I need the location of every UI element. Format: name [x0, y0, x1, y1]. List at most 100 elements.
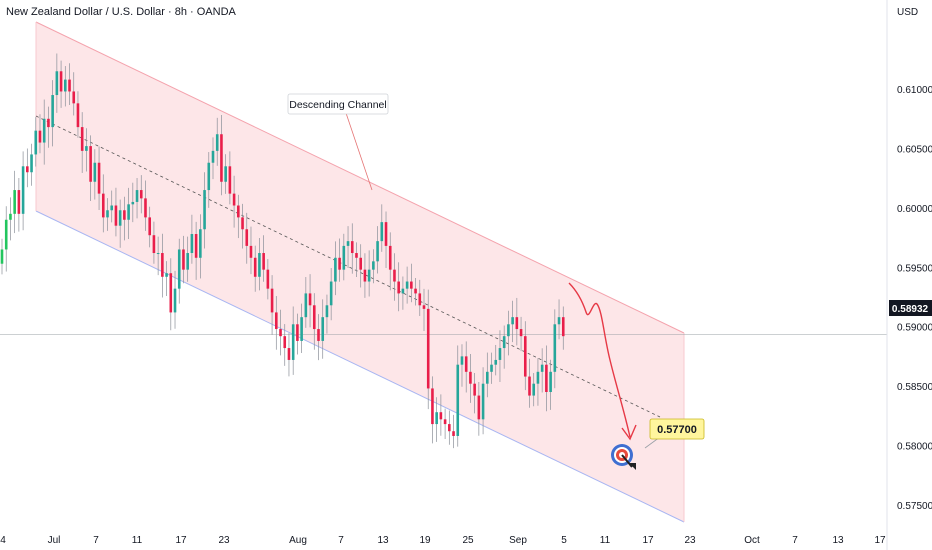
price-tick-label: 0.58000	[897, 441, 932, 452]
time-tick-label: 11	[600, 535, 611, 546]
candle-up	[186, 253, 189, 270]
candle-down	[410, 281, 413, 289]
annotation-label: Descending Channel	[289, 99, 386, 111]
candle-down	[279, 329, 282, 337]
candle-up	[106, 210, 109, 218]
candle-down	[241, 217, 244, 230]
candle-up	[135, 190, 139, 202]
candle-up	[30, 154, 33, 173]
candle-up	[334, 257, 337, 282]
candle-down	[426, 308, 430, 389]
price-tick-label: 0.60500	[897, 144, 932, 155]
projection-arrowhead-icon	[621, 424, 637, 441]
candle-down	[287, 348, 291, 360]
candle-down	[422, 305, 426, 309]
candle-down	[17, 190, 21, 214]
candle-down	[528, 376, 531, 396]
candle-up	[536, 371, 540, 384]
candle-up	[300, 317, 303, 341]
candle-down	[561, 317, 565, 337]
candle-up	[127, 204, 130, 220]
candle-down	[363, 269, 367, 282]
candle-up	[224, 166, 227, 182]
candle-down	[359, 257, 362, 270]
candle-down	[253, 257, 257, 277]
candle-up	[215, 134, 219, 151]
price-tick-label: 0.58500	[897, 382, 932, 393]
time-tick-label: 17	[642, 535, 654, 546]
projection-path	[568, 282, 631, 438]
candle-down	[139, 190, 143, 199]
candle-up	[490, 364, 493, 372]
candle-up	[346, 241, 350, 246]
candle-up	[376, 241, 379, 262]
candle-down	[169, 273, 173, 313]
candle-down	[473, 383, 476, 396]
candle-down	[350, 241, 354, 254]
candle-up	[511, 317, 514, 325]
candle-down	[232, 193, 236, 206]
candle-up	[486, 371, 489, 384]
candle-up	[325, 305, 329, 318]
candle-down	[237, 205, 240, 218]
candle-up	[211, 150, 215, 163]
candle-down	[464, 356, 468, 372]
candle-down	[312, 305, 316, 330]
candle-down	[220, 134, 223, 182]
candle-down	[519, 329, 523, 337]
candle-down	[26, 166, 29, 173]
candle-down	[283, 336, 287, 349]
candle-up	[93, 162, 97, 182]
time-tick-label: 17	[175, 535, 187, 546]
candle-up	[507, 324, 510, 337]
candle-up	[460, 356, 464, 365]
candle-up	[553, 324, 557, 372]
candle-up	[329, 281, 333, 306]
candle-up	[207, 162, 211, 191]
price-tick-label: 0.61000	[897, 85, 932, 96]
candle-up	[258, 253, 261, 277]
candle-up	[0, 249, 4, 264]
price-tick-label: 0.59000	[897, 323, 932, 334]
candle-up	[502, 336, 506, 349]
candle-up	[4, 219, 8, 250]
price-tick-label: 0.57500	[897, 501, 932, 512]
candle-up	[190, 234, 194, 254]
candle-down	[384, 222, 388, 246]
candle-up	[405, 281, 409, 289]
candle-down	[523, 336, 527, 377]
target-price-box	[649, 418, 705, 440]
candle-down	[388, 245, 392, 270]
candle-up	[203, 190, 206, 230]
current-price-tag	[889, 300, 932, 316]
candle-up	[156, 253, 160, 255]
candle-up	[13, 190, 16, 214]
candle-up	[304, 293, 308, 318]
candle-up	[118, 210, 122, 226]
time-tick-label: 17	[874, 535, 886, 546]
candle-down	[439, 412, 443, 420]
candle-up	[367, 269, 371, 282]
candle-up	[435, 412, 438, 425]
candle-down	[414, 288, 417, 294]
candle-up	[173, 288, 177, 313]
candle-up	[549, 371, 552, 393]
time-tick-label: Oct	[744, 535, 760, 546]
candle-down	[114, 205, 118, 226]
candle-down	[123, 210, 126, 220]
candle-down	[469, 371, 472, 384]
candle-up	[165, 273, 168, 277]
time-tick-label: 7	[792, 535, 798, 546]
candle-down	[452, 431, 455, 436]
candle-down	[228, 166, 232, 194]
candle-down	[80, 127, 84, 151]
candle-down	[182, 249, 185, 270]
candle-down	[418, 293, 422, 306]
candle-down	[245, 229, 249, 246]
candle-down	[47, 118, 50, 128]
time-tick-label: Sep	[509, 535, 527, 546]
candle-up	[42, 118, 46, 143]
channel-upper-line	[35, 21, 685, 334]
time-tick-label: 13	[377, 535, 389, 546]
candle-up	[51, 95, 54, 128]
